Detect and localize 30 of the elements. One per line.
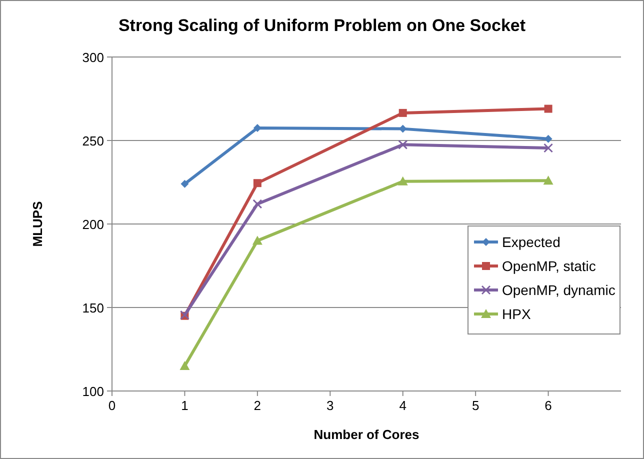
legend-label: Expected: [502, 234, 560, 250]
x-tick-label: 3: [326, 398, 334, 413]
point: [253, 179, 262, 188]
point: [252, 199, 262, 209]
chart-title: Strong Scaling of Uniform Problem on One Socket: [118, 16, 526, 35]
point: [252, 236, 262, 245]
y-tick-label: 200: [82, 217, 104, 232]
point: [398, 108, 407, 117]
point: [544, 143, 554, 153]
y-axis-title: MLUPS: [30, 200, 45, 247]
legend-label: OpenMP, static: [502, 258, 596, 274]
point: [398, 176, 408, 186]
point: [398, 140, 408, 150]
legend-label: OpenMP, dynamic: [502, 282, 616, 298]
x-tick-label: 2: [254, 398, 262, 413]
legend-label: HPX: [502, 306, 532, 322]
point: [180, 180, 189, 188]
point: [180, 360, 190, 370]
point: [543, 176, 554, 185]
y-tick-label: 100: [82, 384, 104, 399]
x-tick-label: 6: [544, 398, 552, 413]
y-tick-label: 300: [82, 50, 104, 65]
x-axis-title: Number of Cores: [314, 427, 420, 442]
x-tick-label: 4: [399, 398, 406, 413]
y-tick-label: 150: [82, 300, 104, 316]
point: [544, 104, 552, 113]
x-tick-label: 1: [181, 398, 188, 413]
x-tick-label: 5: [472, 398, 480, 413]
x-tick-label: 0: [108, 398, 116, 413]
y-tick-label: 250: [82, 134, 104, 148]
